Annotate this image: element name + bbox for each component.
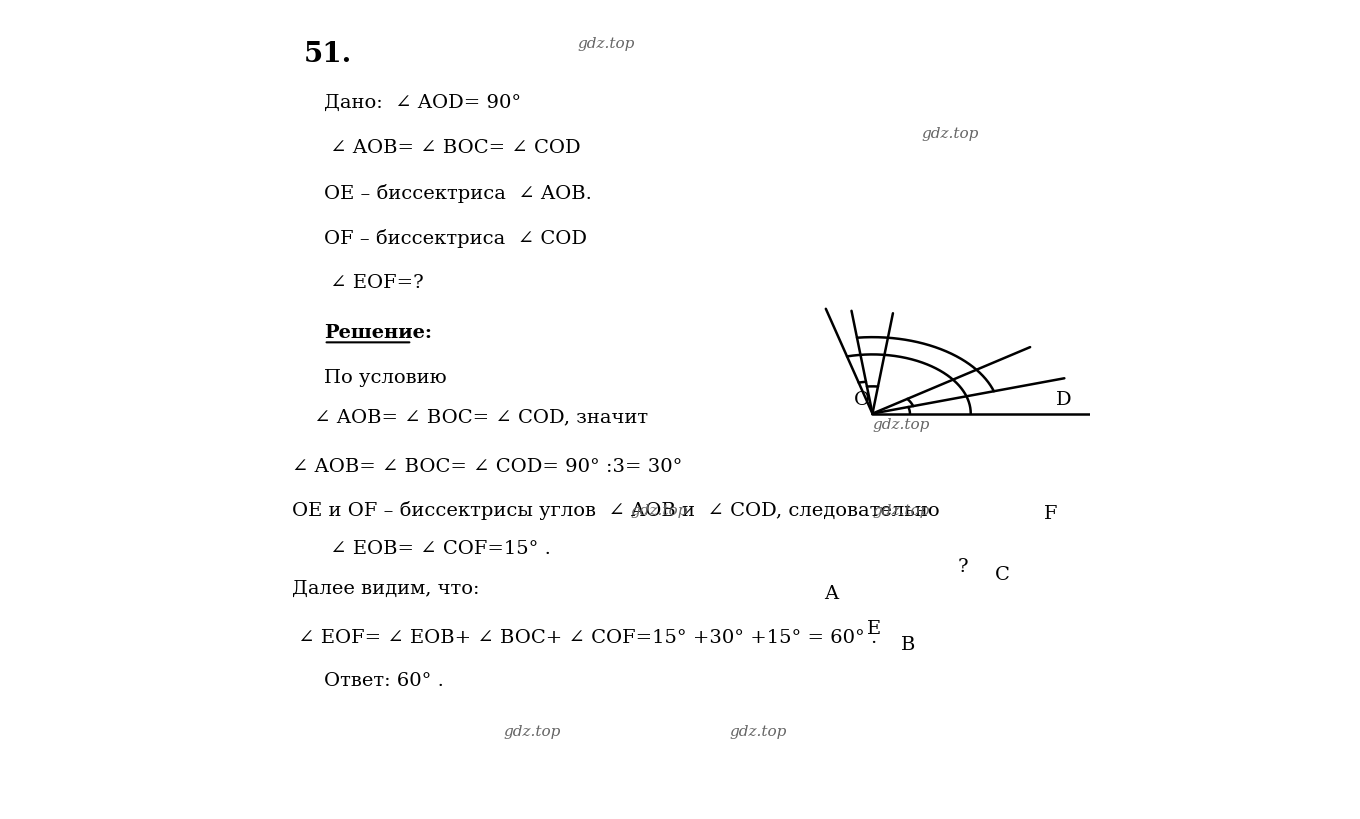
Text: ∠ EOB= ∠ COF=15° .: ∠ EOB= ∠ COF=15° . — [324, 541, 551, 559]
Text: A: A — [824, 585, 839, 603]
Text: gdz.top: gdz.top — [873, 418, 930, 432]
Text: C: C — [994, 566, 1009, 584]
Text: E: E — [868, 620, 881, 638]
Text: gdz.top: gdz.top — [873, 504, 930, 518]
Text: Решение:: Решение: — [324, 324, 431, 342]
Text: B: B — [900, 636, 915, 654]
Text: Далее видим, что:: Далее видим, что: — [292, 580, 479, 598]
Text: По условию: По условию — [324, 369, 446, 387]
Text: OE и OF – биссектрисы углов  ∠ AOB и  ∠ COD, следовательно: OE и OF – биссектрисы углов ∠ AOB и ∠ CO… — [292, 500, 940, 519]
Text: ∠ EOF=?: ∠ EOF=? — [324, 274, 423, 292]
Text: ∠ EOF= ∠ EOB+ ∠ BOC+ ∠ COF=15° +30° +15° = 60° .: ∠ EOF= ∠ EOB+ ∠ BOC+ ∠ COF=15° +30° +15°… — [292, 629, 877, 647]
Text: Дано:  ∠ AOD= 90°: Дано: ∠ AOD= 90° — [324, 94, 521, 112]
Text: ∠ AOB= ∠ BOC= ∠ COD: ∠ AOB= ∠ BOC= ∠ COD — [324, 139, 581, 157]
Text: F: F — [1043, 505, 1057, 523]
Text: ∠ AOB= ∠ BOC= ∠ COD, значит: ∠ AOB= ∠ BOC= ∠ COD, значит — [307, 408, 647, 426]
Text: gdz.top: gdz.top — [631, 504, 688, 518]
Text: Ответ: 60° .: Ответ: 60° . — [324, 672, 443, 690]
Text: 51.: 51. — [303, 41, 351, 68]
Text: OE – биссектриса  ∠ AOB.: OE – биссектриса ∠ AOB. — [324, 184, 592, 203]
Text: O: O — [854, 391, 870, 409]
Text: D: D — [1055, 391, 1072, 409]
Text: gdz.top: gdz.top — [922, 127, 979, 141]
Text: gdz.top: gdz.top — [729, 725, 786, 739]
Text: gdz.top: gdz.top — [505, 725, 562, 739]
Text: ?: ? — [957, 558, 968, 576]
Text: ∠ AOB= ∠ BOC= ∠ COD= 90° :3= 30°: ∠ AOB= ∠ BOC= ∠ COD= 90° :3= 30° — [292, 458, 683, 476]
Text: gdz.top: gdz.top — [578, 37, 635, 51]
Text: OF – биссектриса  ∠ COD: OF – биссектриса ∠ COD — [324, 229, 586, 248]
